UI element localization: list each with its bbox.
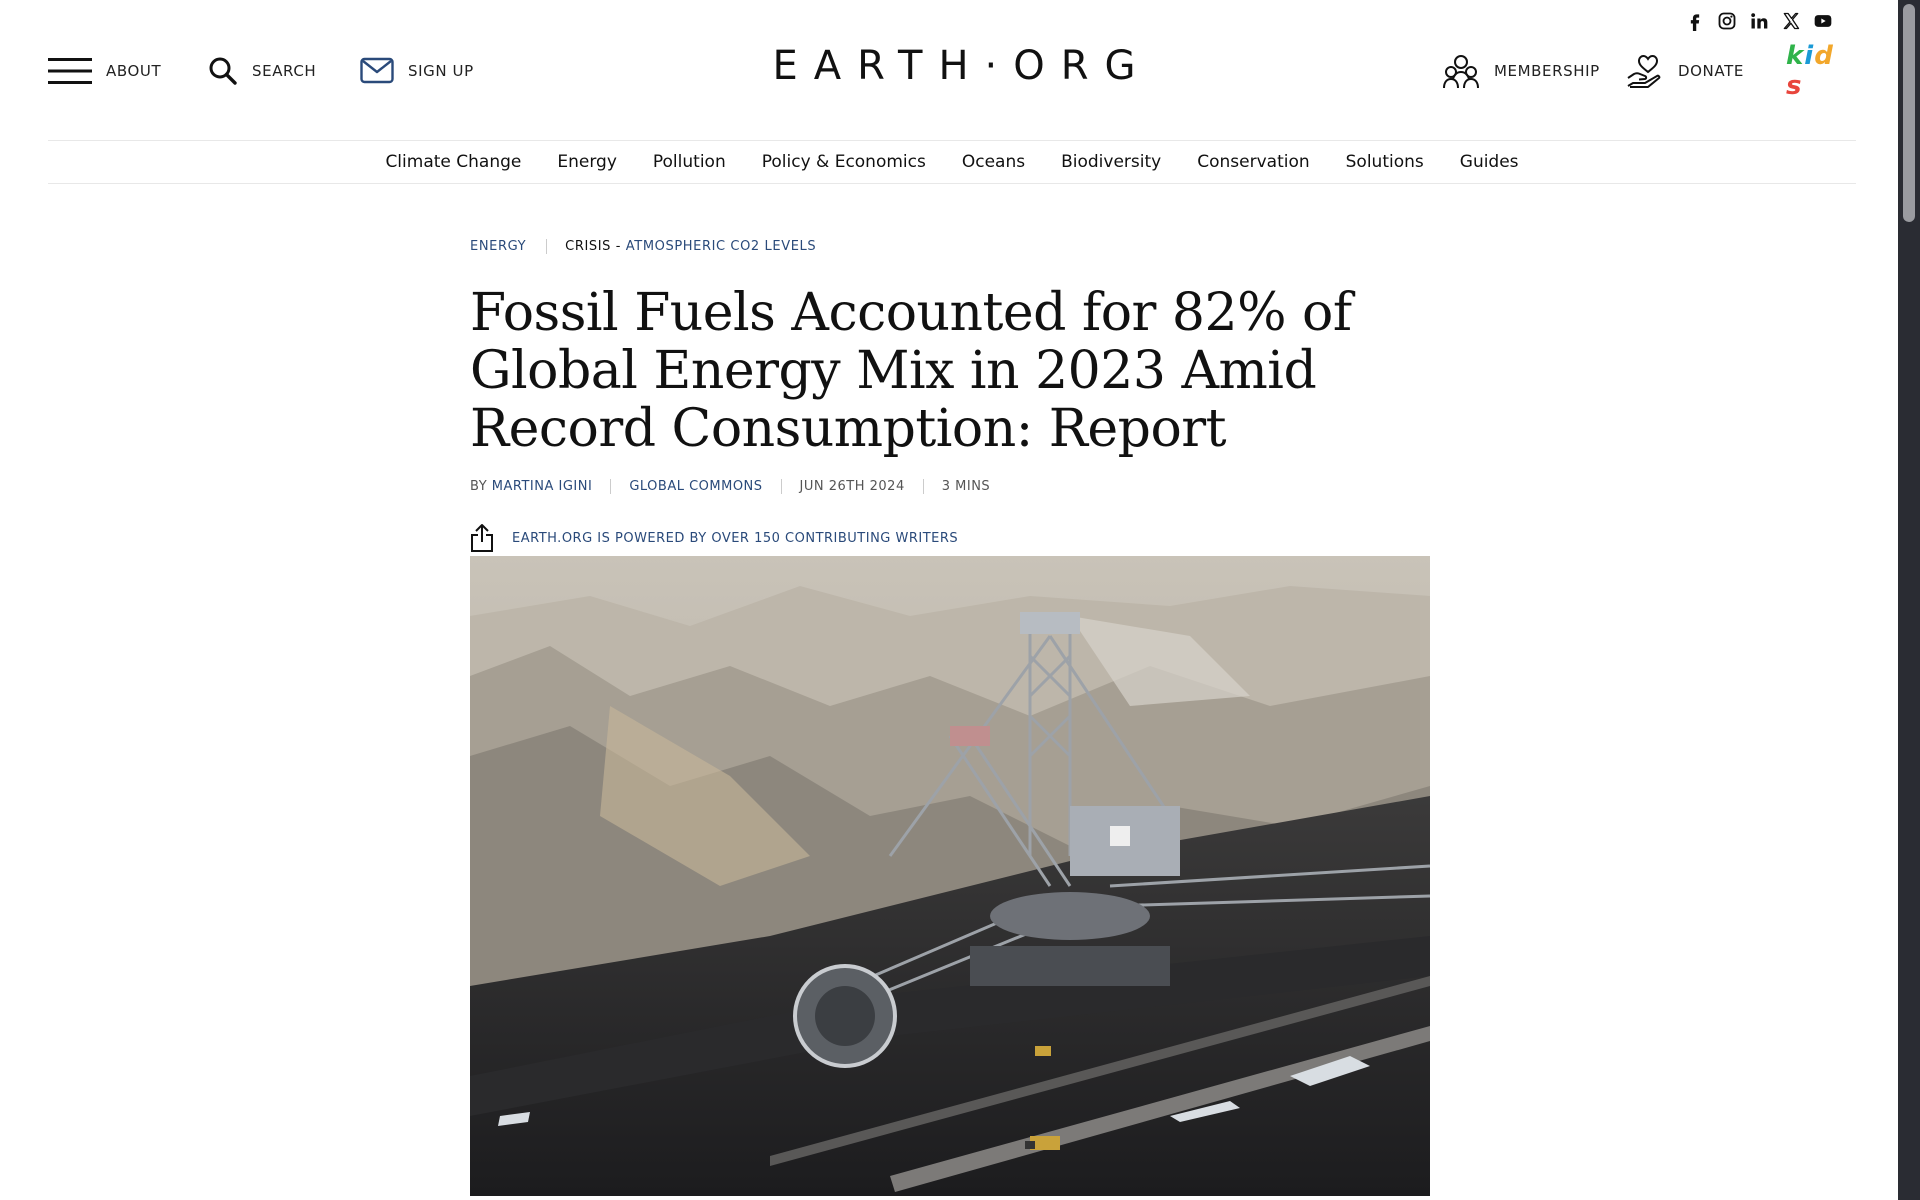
nav-item-energy[interactable]: Energy bbox=[557, 152, 617, 172]
mail-icon bbox=[360, 57, 394, 85]
nav-item-biodiversity[interactable]: Biodiversity bbox=[1061, 152, 1162, 172]
site-header: ABOUT SEARCH SIGN UP MEMBERSHIP DONATE bbox=[48, 41, 1850, 101]
powered-by-text[interactable]: EARTH.ORG IS POWERED BY OVER 150 CONTRIB… bbox=[512, 530, 959, 546]
membership-label: MEMBERSHIP bbox=[1494, 62, 1600, 80]
article-title: Fossil Fuels Accounted for 82% of Global… bbox=[470, 283, 1352, 459]
hamburger-icon bbox=[48, 56, 92, 86]
membership-button[interactable]: MEMBERSHIP bbox=[1442, 44, 1600, 98]
about-menu-button[interactable]: ABOUT bbox=[48, 44, 161, 98]
kids-link[interactable]: kids bbox=[1786, 41, 1850, 101]
powered-by-row: EARTH.ORG IS POWERED BY OVER 150 CONTRIB… bbox=[470, 522, 1430, 554]
search-button[interactable]: SEARCH bbox=[208, 44, 316, 98]
article-tags: ENERGY CRISIS - ATMOSPHERIC CO2 LEVELS bbox=[470, 236, 1430, 256]
x-icon[interactable] bbox=[1780, 10, 1802, 32]
kids-letter: d bbox=[1814, 41, 1834, 71]
donate-button[interactable]: DONATE bbox=[1626, 44, 1744, 98]
share-icon[interactable] bbox=[470, 523, 494, 553]
nav-item-climate-change[interactable]: Climate Change bbox=[385, 152, 522, 172]
kids-letter: s bbox=[1786, 71, 1803, 101]
search-label: SEARCH bbox=[252, 62, 317, 80]
youtube-icon[interactable] bbox=[1812, 10, 1834, 32]
instagram-icon[interactable] bbox=[1716, 10, 1738, 32]
crisis-prefix: CRISIS - bbox=[565, 238, 626, 254]
category-tag[interactable]: ENERGY bbox=[470, 238, 548, 254]
kids-letter: i bbox=[1804, 41, 1815, 71]
about-label: ABOUT bbox=[106, 62, 162, 80]
crisis-label: ATMOSPHERIC CO2 LEVELS bbox=[625, 238, 817, 254]
nav-item-solutions[interactable]: Solutions bbox=[1345, 152, 1424, 172]
search-icon bbox=[208, 56, 238, 86]
nav-item-oceans[interactable]: Oceans bbox=[961, 152, 1026, 172]
kids-logo: kids bbox=[1786, 41, 1850, 101]
site-logo[interactable]: EARTH·ORG bbox=[760, 43, 1148, 89]
nav-item-conservation[interactable]: Conservation bbox=[1197, 152, 1310, 172]
section-link[interactable]: GLOBAL COMMONS bbox=[611, 478, 782, 494]
author-link[interactable]: MARTINA IGINI bbox=[491, 478, 593, 494]
article-meta: BY MARTINA IGINI GLOBAL COMMONS JUN 26TH… bbox=[470, 476, 1430, 496]
read-time: 3 MINS bbox=[941, 478, 991, 494]
heart-hand-icon bbox=[1626, 52, 1664, 90]
scrollbar-thumb[interactable] bbox=[1903, 4, 1915, 222]
page-scrollbar[interactable] bbox=[1898, 0, 1920, 1200]
publish-date: JUN 26TH 2024 bbox=[782, 478, 924, 494]
crisis-tag[interactable]: CRISIS - ATMOSPHERIC CO2 LEVELS bbox=[547, 239, 816, 254]
sign-up-button[interactable]: SIGN UP bbox=[360, 44, 474, 98]
main-nav: Climate Change Energy Pollution Policy &… bbox=[48, 140, 1856, 184]
article-header: ENERGY CRISIS - ATMOSPHERIC CO2 LEVELS F… bbox=[470, 236, 1430, 554]
people-icon bbox=[1442, 52, 1480, 90]
kids-letter: k bbox=[1786, 41, 1805, 71]
linkedin-icon[interactable] bbox=[1748, 10, 1770, 32]
donate-label: DONATE bbox=[1678, 62, 1744, 80]
mining-excavator-photo bbox=[470, 556, 1430, 1196]
author-byline: BY MARTINA IGINI bbox=[470, 478, 612, 494]
nav-item-guides[interactable]: Guides bbox=[1459, 152, 1519, 172]
hero-image bbox=[470, 556, 1430, 1196]
social-links bbox=[1684, 10, 1834, 32]
sign-up-label: SIGN UP bbox=[408, 62, 474, 80]
by-prefix: BY bbox=[470, 478, 492, 494]
logo-text: EARTH·ORG bbox=[772, 43, 1152, 89]
facebook-icon[interactable] bbox=[1684, 10, 1706, 32]
nav-item-policy-economics[interactable]: Policy & Economics bbox=[761, 152, 926, 172]
nav-item-pollution[interactable]: Pollution bbox=[652, 152, 726, 172]
